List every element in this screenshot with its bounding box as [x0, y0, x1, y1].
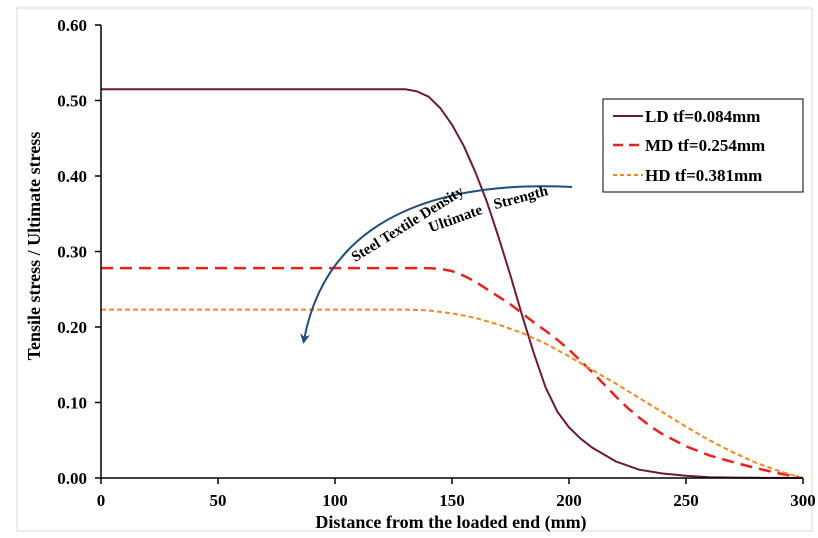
- series-layer: [101, 88, 804, 480]
- x-tick-label: 300: [790, 491, 816, 510]
- x-tick-label: 250: [673, 491, 699, 510]
- y-tick-label: 0.60: [57, 16, 87, 35]
- y-tick-label: 0.00: [57, 469, 87, 488]
- y-tick-label: 0.40: [57, 167, 87, 186]
- y-tick-label: 0.30: [57, 243, 87, 262]
- y-axis-ticks: 0.00 0.10 0.20 0.30 0.40 0.50 0.60: [57, 16, 101, 488]
- y-axis-title: Tensile stress / Ultimate stress: [24, 132, 44, 361]
- legend-label-ld: LD tf=0.084mm: [645, 107, 760, 126]
- curved-arrow: [300, 185, 573, 344]
- annotation-arrow-group: Steel Textile Density Ultimate Strength: [300, 183, 573, 344]
- chart-border: [16, 7, 813, 532]
- plot-area: 0.00 0.10 0.20 0.30 0.40 0.50 0.60 0 50 100 150 20…: [57, 16, 816, 510]
- y-tick-label: 0.50: [57, 92, 87, 111]
- y-tick-label: 0.20: [57, 318, 87, 337]
- series-line-hd: [101, 308, 804, 479]
- x-tick-label: 200: [556, 491, 582, 510]
- legend-label-md: MD tf=0.254mm: [645, 136, 765, 155]
- y-tick-label: 0.10: [57, 394, 87, 413]
- x-tick-label: 0: [97, 491, 106, 510]
- legend: LD tf=0.084mm MD tf=0.254mm HD tf=0.381m…: [602, 98, 804, 193]
- series-line-md: [101, 266, 804, 480]
- x-tick-label: 100: [322, 491, 348, 510]
- x-axis-title: Distance from the loaded end (mm): [315, 512, 586, 533]
- legend-label-hd: HD tf=0.381mm: [645, 166, 762, 185]
- x-tick-label: 50: [210, 491, 227, 510]
- x-axis-ticks: 0 50 100 150 200 250 300: [97, 478, 816, 510]
- series-line-ld: [101, 88, 804, 479]
- x-tick-label: 150: [439, 491, 465, 510]
